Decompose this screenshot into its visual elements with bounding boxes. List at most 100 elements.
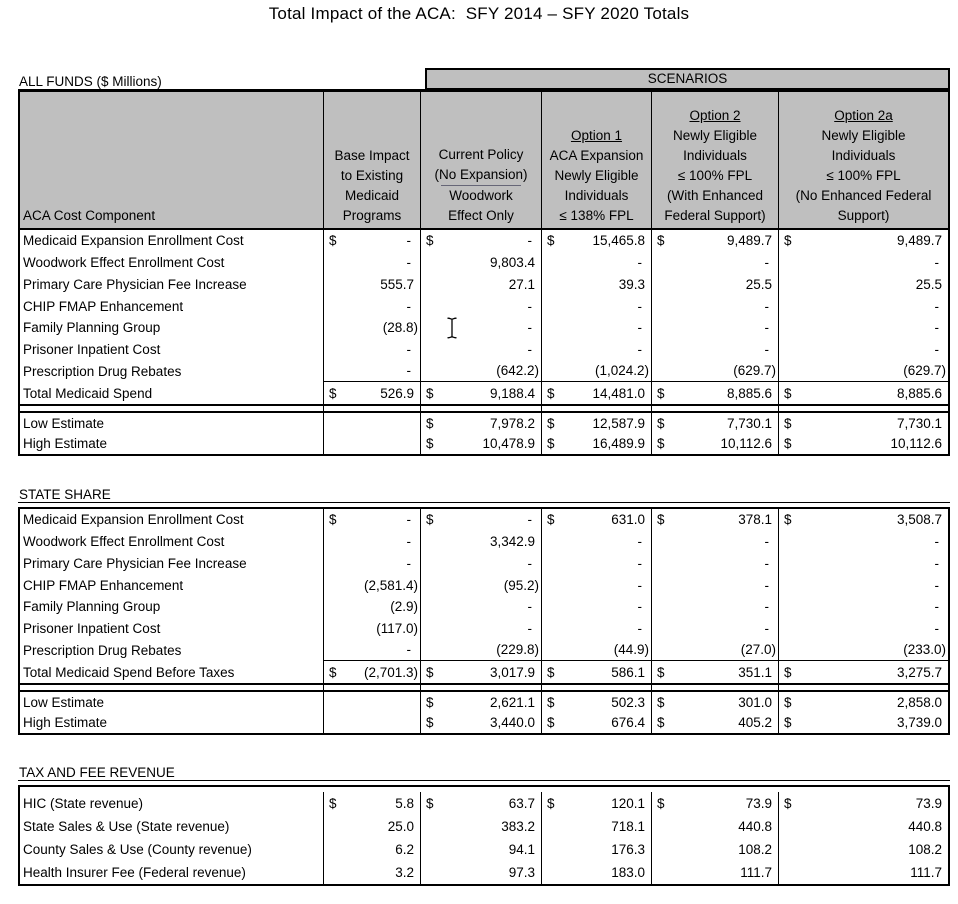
amount-cell: $ (2,701.3)	[323, 661, 420, 683]
row-label: Total Medicaid Spend Before Taxes	[23, 664, 235, 680]
amount-cell: $3,017.9	[420, 661, 541, 683]
amount-value: -	[406, 642, 412, 658]
amount-cell: $16,489.9	[541, 433, 651, 454]
column-header-line: Federal Support)	[664, 208, 766, 223]
amount-value: 39.3	[618, 276, 645, 292]
amount-cell: -	[541, 552, 651, 575]
amount-cell: 27.1	[420, 273, 541, 296]
amount-value: 7,730.1	[896, 415, 942, 431]
amount-cell: (233.0)	[778, 639, 948, 662]
amount-value: -	[527, 599, 533, 615]
dollar-sign: $	[784, 436, 792, 452]
amount-cell: (27.0)	[651, 639, 778, 662]
amount-value: 176.3	[611, 842, 645, 857]
all-funds-label: ALL FUNDS ($ Millions)	[18, 68, 425, 90]
amount-cell: $63.7	[420, 792, 541, 815]
amount-value: -	[406, 534, 412, 550]
amount-value: 631.0	[611, 512, 645, 528]
state-share-estimates-box: Low Estimate $2,621.1 $502.3 $301.0 $2,858.0…	[18, 690, 950, 735]
amount-cell: -	[651, 251, 778, 274]
amount-cell: $9,188.4	[420, 382, 541, 404]
column-header: Option 1 ACA Expansion Newly Eligible Indiv…	[541, 92, 651, 228]
amount-cell: $ -	[323, 509, 420, 531]
amount-value: (233.0)	[903, 642, 946, 658]
spacer-cell	[778, 406, 948, 411]
column-header-line: ≤ 100% FPL	[677, 168, 753, 183]
amount-value: 2,858.0	[896, 694, 942, 710]
dollar-sign: $	[784, 415, 792, 431]
amount-value: (629.7)	[903, 363, 946, 379]
amount-value: (1,024.2)	[594, 363, 649, 379]
amount-cell: $14,481.0	[541, 382, 651, 404]
amount-value: 108.2	[738, 842, 772, 857]
amount-cell: 39.3	[541, 273, 651, 296]
amount-value: -	[764, 621, 770, 637]
amount-value: 25.0	[387, 819, 414, 834]
amount-value: 3,508.7	[896, 512, 942, 528]
amount-value: 3,017.9	[489, 664, 535, 680]
amount-value: 14,481.0	[592, 385, 645, 401]
amount-cell: -	[778, 338, 948, 361]
amount-cell: 440.8	[778, 815, 948, 838]
amount-value: 7,978.2	[489, 415, 535, 431]
amount-cell: $10,112.6	[778, 433, 948, 454]
row-label: CHIP FMAP Enhancement	[23, 298, 184, 314]
amount-cell: -	[778, 251, 948, 274]
amount-cell	[323, 712, 420, 733]
amount-cell: -	[651, 617, 778, 640]
amount-value: -	[934, 342, 940, 358]
amount-cell: $3,275.7	[778, 661, 948, 683]
column-header-line: (No Expansion)	[434, 167, 528, 182]
amount-cell: $9,489.7	[778, 230, 948, 252]
amount-value: 3,440.0	[489, 715, 535, 731]
amount-value: (2,701.3)	[363, 664, 418, 680]
row-label: Woodwork Effect Enrollment Cost	[23, 255, 225, 271]
amount-cell: 97.3	[420, 861, 541, 884]
amount-cell: (629.7)	[778, 360, 948, 383]
amount-value: -	[934, 320, 940, 336]
amount-value: -	[764, 255, 770, 271]
amount-cell: $9,489.7	[651, 230, 778, 252]
amount-value: 405.2	[738, 715, 772, 731]
amount-value: -	[934, 534, 940, 550]
amount-cell: -	[778, 552, 948, 575]
amount-value: 97.3	[508, 865, 535, 880]
dollar-sign: $	[547, 715, 555, 731]
row-label: Woodwork Effect Enrollment Cost	[23, 534, 225, 550]
amount-cell: -	[323, 251, 420, 274]
amount-cell: $3,739.0	[778, 712, 948, 733]
column-header-line: Newly Eligible	[672, 128, 758, 143]
amount-value: -	[406, 555, 412, 571]
dollar-sign: $	[784, 664, 792, 680]
row-label: CHIP FMAP Enhancement	[23, 577, 184, 593]
amount-cell: -	[323, 295, 420, 317]
amount-cell: -	[420, 338, 541, 361]
column-header-line: Individuals	[564, 188, 629, 203]
column-header-line: Base Impact	[334, 148, 410, 163]
amount-cell: $526.9	[323, 382, 420, 404]
amount-cell: 383.2	[420, 815, 541, 838]
dollar-sign: $	[784, 385, 792, 401]
amount-cell: (642.2)	[420, 360, 541, 383]
amount-cell	[323, 413, 420, 434]
amount-cell: (2,581.4)	[323, 574, 420, 596]
dollar-sign: $	[784, 233, 792, 249]
amount-value: -	[527, 512, 533, 528]
amount-value: 15,465.8	[592, 233, 645, 249]
row-label: Family Planning Group	[23, 599, 161, 615]
dollar-sign: $	[426, 512, 434, 528]
row-label: State Sales & Use (State revenue)	[23, 819, 230, 834]
amount-value: 111.7	[740, 865, 772, 880]
amount-value: (44.9)	[613, 642, 649, 658]
amount-value: (229.8)	[496, 642, 539, 658]
amount-value: -	[406, 363, 412, 379]
spacer-cell	[541, 685, 651, 690]
dollar-sign: $	[784, 694, 792, 710]
amount-value: 108.2	[908, 842, 942, 857]
row-label: Health Insurer Fee (Federal revenue)	[23, 865, 246, 880]
dollar-sign: $	[657, 715, 665, 731]
amount-cell: -	[541, 338, 651, 361]
amount-value: -	[637, 320, 643, 336]
amount-value: -	[637, 555, 643, 571]
amount-value: 2,621.1	[489, 694, 535, 710]
